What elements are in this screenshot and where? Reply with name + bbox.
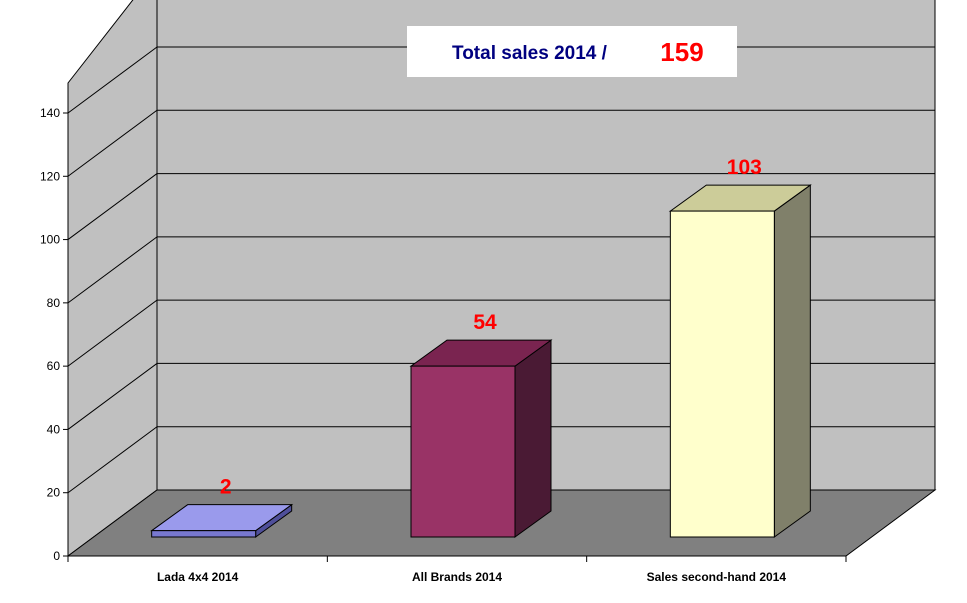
bar-front [410,365,516,538]
value-axis: 0 20 40 60 80 100 120 140 [40,83,69,563]
gridline-side [67,173,158,240]
y-tick-label: 120 [40,169,60,183]
y-tick-label: 100 [40,233,60,247]
gridline-side [67,236,158,304]
gridline-side [67,363,158,430]
side-wall [67,0,158,557]
y-tick-label: 0 [53,549,60,563]
title-box [407,26,737,77]
data-labels: 2 54 103 [220,156,762,499]
x-tick-label: All Brands 2014 [412,570,502,584]
y-tick-label: 80 [47,296,61,310]
data-label: 54 [473,311,497,334]
y-tick-label: 20 [47,486,61,500]
bar-side [514,339,552,538]
bar [150,503,294,538]
y-tick-label: 40 [47,422,61,436]
gridline-side [67,426,158,494]
y-tick-label: 140 [40,106,60,120]
data-label: 2 [220,476,232,499]
chart-title: Total sales 2014 / [452,43,608,64]
data-label: 103 [727,156,762,179]
x-tick-label: Sales second-hand 2014 [647,570,787,584]
gridline-side [67,109,158,177]
total-value: 159 [660,37,703,67]
bar-front [151,530,257,538]
bar [668,184,812,538]
gridline-side [67,46,158,114]
gridline-side [67,299,158,367]
bar-front [669,210,775,538]
bar-side [773,184,811,538]
bar [409,339,553,538]
bars [150,184,812,538]
x-tick-label: Lada 4x4 2014 [157,570,239,584]
category-axis: Lada 4x4 2014 All Brands 2014 Sales second… [67,555,847,584]
y-tick-label: 60 [47,359,61,373]
